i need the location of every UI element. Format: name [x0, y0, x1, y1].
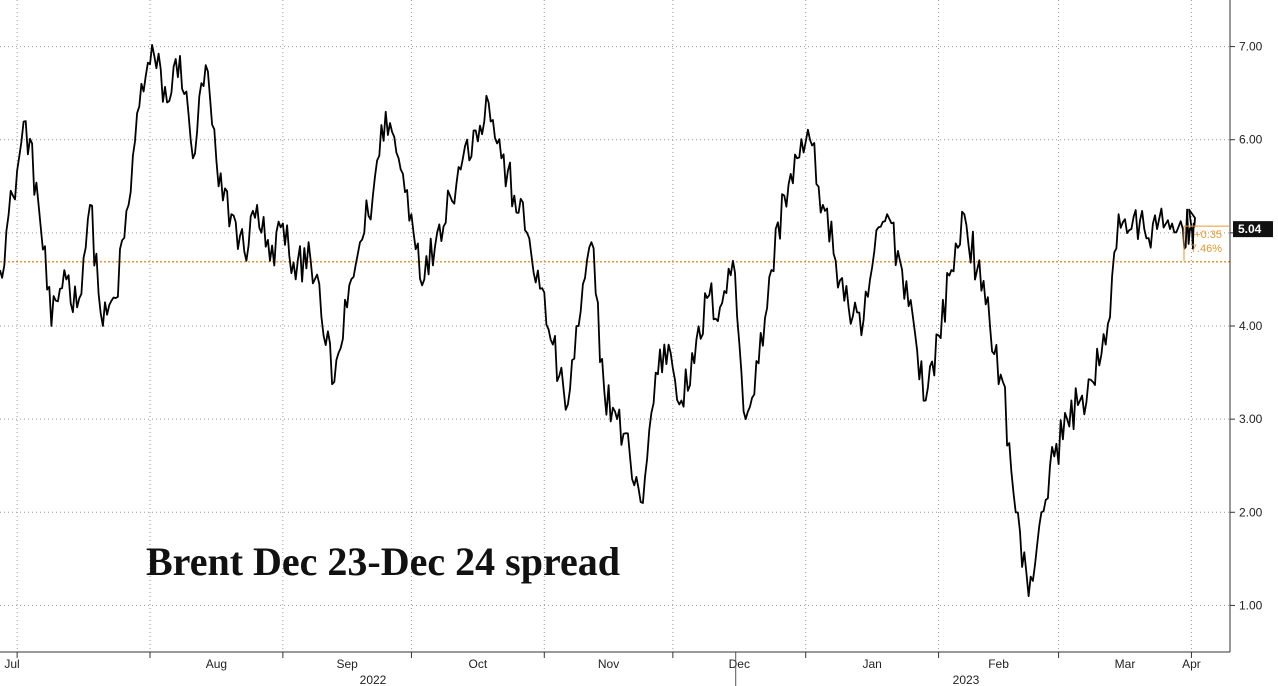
chart-title: Brent Dec 23-Dec 24 spread [146, 539, 620, 584]
y-tick-label: 4.00 [1239, 319, 1263, 333]
series-group [0, 44, 1196, 597]
x-tick-label: Oct [469, 657, 488, 671]
value-labels: 5.04 +0.35 7.46% [1183, 221, 1273, 261]
change-bracket [1183, 225, 1230, 261]
y-tick-label: 3.00 [1239, 412, 1263, 426]
x-tick-label: Feb [988, 657, 1009, 671]
change-abs-label: +0.35 [1194, 229, 1222, 241]
series-line [0, 44, 1196, 597]
y-tick-label: 6.00 [1239, 133, 1263, 147]
x-tick-label: Nov [598, 657, 619, 671]
last-value-label: 5.04 [1238, 222, 1262, 236]
y-tick-label: 7.00 [1239, 40, 1263, 54]
x-tick-label: Apr [1182, 657, 1201, 671]
x-tick-label: Aug [206, 657, 227, 671]
y-tick-label: 1.00 [1239, 598, 1263, 612]
x-tick-label: Sep [336, 657, 358, 671]
x-tick-label: Jul [4, 657, 19, 671]
x-tick-label: Jan [862, 657, 881, 671]
last-value-badge [1233, 221, 1273, 238]
x-tick-label: Mar [1115, 657, 1136, 671]
grid-lines [0, 0, 1230, 652]
year-label: 2023 [953, 673, 980, 686]
x-tick-label: Dec [729, 657, 750, 671]
change-pct-label: 7.46% [1191, 243, 1222, 255]
y-tick-label: 2.00 [1239, 505, 1263, 519]
year-label: 2022 [360, 673, 387, 686]
